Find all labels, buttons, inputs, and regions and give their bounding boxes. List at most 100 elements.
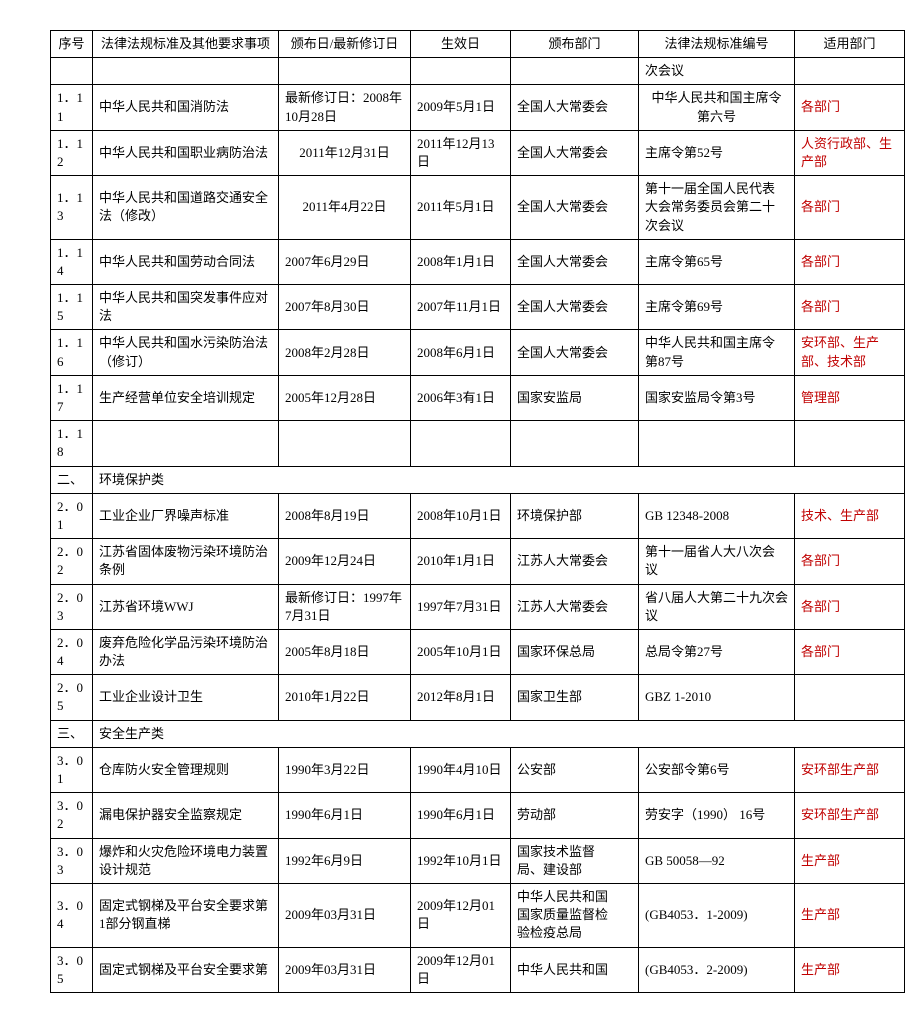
cell: (GB4053．2-2009) — [639, 947, 795, 992]
cell: 2010年1月22日 — [279, 675, 411, 720]
cell: 2005年8月18日 — [279, 629, 411, 674]
cell: 安环部生产部 — [795, 793, 905, 838]
cell: 2009年5月1日 — [411, 85, 511, 130]
table-row: 三、安全生产类 — [51, 720, 905, 747]
cell: 各部门 — [795, 629, 905, 674]
cell: 2005年12月28日 — [279, 375, 411, 420]
cell: (GB4053．1-2009) — [639, 883, 795, 947]
table-row: 2．03江苏省环境WWJ最新修订日：1997年7月31日1997年7月31日江苏… — [51, 584, 905, 629]
cell: 废弃危险化学品污染环境防治办法 — [93, 629, 279, 674]
cell: 劳动部 — [511, 793, 639, 838]
cell: 2011年12月13日 — [411, 130, 511, 175]
cell: 主席令第69号 — [639, 285, 795, 330]
cell: 2009年03月31日 — [279, 883, 411, 947]
cell: 全国人大常委会 — [511, 176, 639, 240]
section-label: 三、 — [51, 720, 93, 747]
cell: 3．02 — [51, 793, 93, 838]
cell: 2007年6月29日 — [279, 239, 411, 284]
table-row: 二、环境保护类 — [51, 466, 905, 493]
cell: 全国人大常委会 — [511, 239, 639, 284]
table-row: 1．14中华人民共和国劳动合同法2007年6月29日2008年1月1日全国人大常… — [51, 239, 905, 284]
cell: 国家安监局 — [511, 375, 639, 420]
cell: 2009年12月01日 — [411, 947, 511, 992]
cell: 全国人大常委会 — [511, 130, 639, 175]
cell: 主席令第52号 — [639, 130, 795, 175]
hdr-5: 法律法规标准编号 — [639, 31, 795, 58]
cell: 全国人大常委会 — [511, 285, 639, 330]
cell: 中华人民共和国消防法 — [93, 85, 279, 130]
cell: 工业企业设计卫生 — [93, 675, 279, 720]
cell — [795, 58, 905, 85]
cell: 2．01 — [51, 493, 93, 538]
cell: 2006年3有1日 — [411, 375, 511, 420]
cell: 各部门 — [795, 584, 905, 629]
cell: 各部门 — [795, 176, 905, 240]
table-row: 2．05工业企业设计卫生2010年1月22日2012年8月1日国家卫生部GBZ … — [51, 675, 905, 720]
cell: 最新修订日：2008年 10月28日 — [279, 85, 411, 130]
cell: 生产部 — [795, 883, 905, 947]
cell: 3．03 — [51, 838, 93, 883]
cell: 国家环保总局 — [511, 629, 639, 674]
regulation-table: 序号 法律法规标准及其他要求事项 颁布日/最新修订日 生效日 颁布部门 法律法规… — [50, 30, 905, 993]
table-row: 3．05固定式钢梯及平台安全要求第2009年03月31日2009年12月01日中… — [51, 947, 905, 992]
cell: 2008年1月1日 — [411, 239, 511, 284]
cell: 固定式钢梯及平台安全要求第 1部分钢直梯 — [93, 883, 279, 947]
cell: 中华人民共和国劳动合同法 — [93, 239, 279, 284]
cell: 国家安监局令第3号 — [639, 375, 795, 420]
cell: 最新修订日：1997年7月31日 — [279, 584, 411, 629]
cell: 2．02 — [51, 539, 93, 584]
cell: 1．14 — [51, 239, 93, 284]
cell: 主席令第65号 — [639, 239, 795, 284]
table-row: 3．04固定式钢梯及平台安全要求第 1部分钢直梯2009年03月31日2009年… — [51, 883, 905, 947]
cell: 1990年6月1日 — [279, 793, 411, 838]
hdr-6: 适用部门 — [795, 31, 905, 58]
cell: 爆炸和火灾危险环境电力装置 设计规范 — [93, 838, 279, 883]
cell: 1．16 — [51, 330, 93, 375]
cell: 中华人民共和国 国家质量监督检 验检疫总局 — [511, 883, 639, 947]
hdr-2: 颁布日/最新修订日 — [279, 31, 411, 58]
cell: 人资行政部、生产部 — [795, 130, 905, 175]
cell — [795, 675, 905, 720]
cell — [639, 421, 795, 466]
cell: 1．17 — [51, 375, 93, 420]
cell: 2008年10月1日 — [411, 493, 511, 538]
cell: 1．15 — [51, 285, 93, 330]
cell: 2012年8月1日 — [411, 675, 511, 720]
hdr-0: 序号 — [51, 31, 93, 58]
cell: 3．01 — [51, 747, 93, 792]
cell: 国家技术监督 局、建设部 — [511, 838, 639, 883]
cell: 1992年6月9日 — [279, 838, 411, 883]
cell: 第十一届全国人民代表 大会常务委员会第二十 次会议 — [639, 176, 795, 240]
cell: 各部门 — [795, 85, 905, 130]
cell — [511, 421, 639, 466]
table-row: 2．01工业企业厂界噪声标准2008年8月19日2008年10月1日环境保护部G… — [51, 493, 905, 538]
cell: 2009年03月31日 — [279, 947, 411, 992]
cell: 江苏人大常委会 — [511, 539, 639, 584]
cell: GB 50058—92 — [639, 838, 795, 883]
cell: 各部门 — [795, 239, 905, 284]
cell: 江苏人大常委会 — [511, 584, 639, 629]
cell: 中华人民共和国道路交通安全法（修改） — [93, 176, 279, 240]
cell: 漏电保护器安全监察规定 — [93, 793, 279, 838]
cell: 1990年4月10日 — [411, 747, 511, 792]
cell: 总局令第27号 — [639, 629, 795, 674]
cell: 中华人民共和国职业病防治法 — [93, 130, 279, 175]
cell: 2008年2月28日 — [279, 330, 411, 375]
table-row: 2．02江苏省固体废物污染环境防治 条例2009年12月24日2010年1月1日… — [51, 539, 905, 584]
cell: 2009年12月24日 — [279, 539, 411, 584]
table-row: 1．11中华人民共和国消防法最新修订日：2008年 10月28日2009年5月1… — [51, 85, 905, 130]
cell: 公安部 — [511, 747, 639, 792]
cell: 2．04 — [51, 629, 93, 674]
cell: 固定式钢梯及平台安全要求第 — [93, 947, 279, 992]
cell: 1．12 — [51, 130, 93, 175]
cell: 环境保护部 — [511, 493, 639, 538]
cell: 2010年1月1日 — [411, 539, 511, 584]
cell: 中华人民共和国主席令 第87号 — [639, 330, 795, 375]
cell: 2011年12月31日 — [279, 130, 411, 175]
cell: 全国人大常委会 — [511, 330, 639, 375]
cell: 2009年12月01日 — [411, 883, 511, 947]
header-row: 序号 法律法规标准及其他要求事项 颁布日/最新修订日 生效日 颁布部门 法律法规… — [51, 31, 905, 58]
cell: 中华人民共和国主席令 第六号 — [639, 85, 795, 130]
cell: 江苏省固体废物污染环境防治 条例 — [93, 539, 279, 584]
cell: 安环部、生产部、技术部 — [795, 330, 905, 375]
